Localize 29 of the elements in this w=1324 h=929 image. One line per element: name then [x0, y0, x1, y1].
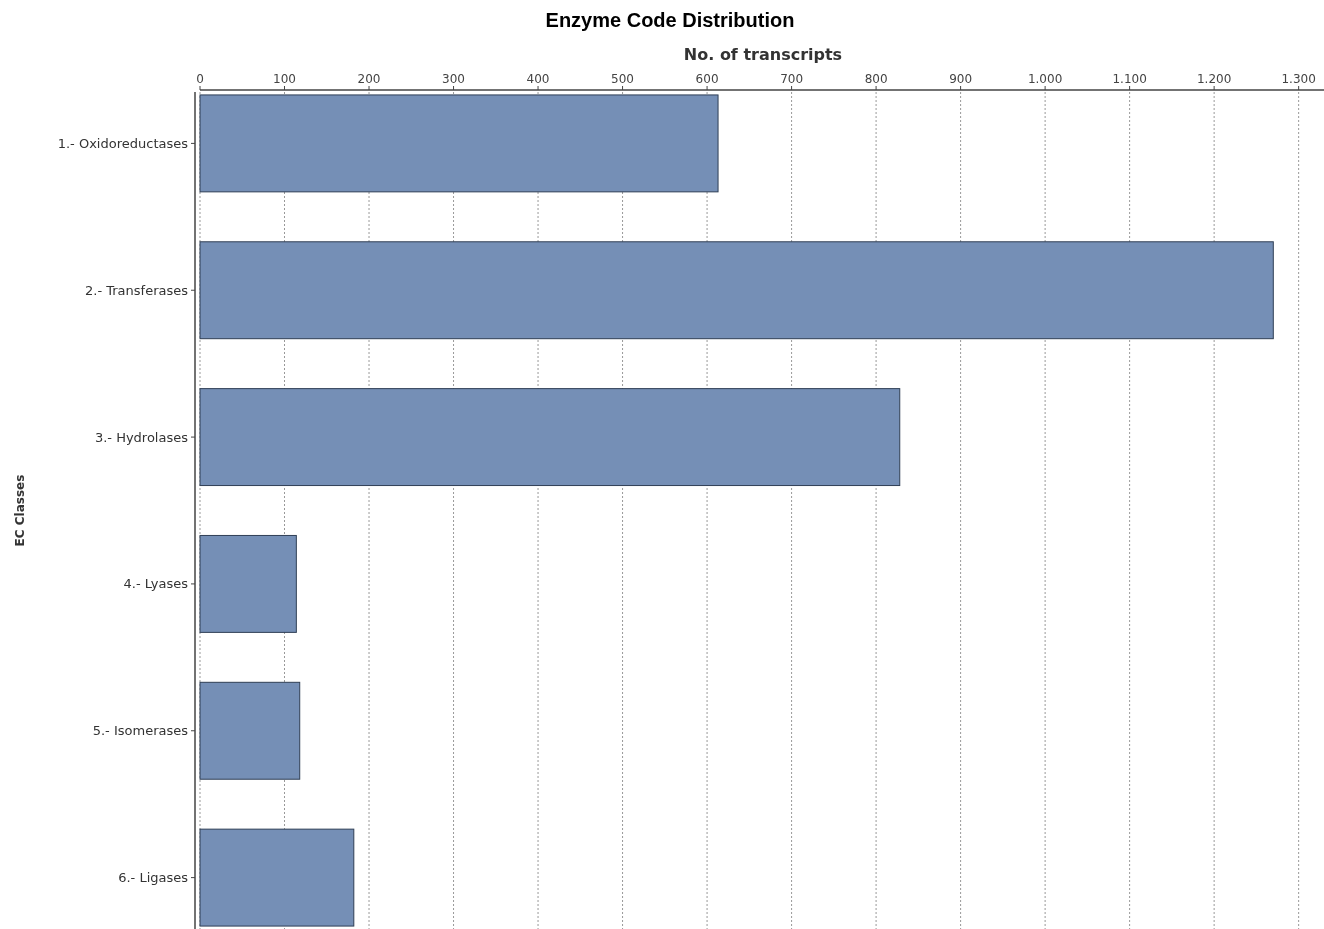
- x-tick-label: 700: [780, 72, 804, 86]
- y-tick-label: 2.- Transferases: [84, 282, 189, 298]
- chart-title: Enzyme Code Distribution: [545, 9, 795, 31]
- bar: [199, 828, 355, 927]
- bar: [199, 94, 719, 193]
- x-tick-label: 1.000: [1027, 72, 1063, 86]
- x-tick-label: 300: [442, 72, 465, 86]
- x-tick-label: 500: [611, 72, 635, 86]
- bar: [199, 388, 901, 487]
- x-tick-label: 900: [949, 72, 973, 86]
- bar: [199, 681, 301, 780]
- x-tick-label: 0: [196, 72, 204, 86]
- y-tick-label: 3.- Hydrolases: [94, 429, 189, 445]
- x-tick-label: 100: [273, 72, 296, 86]
- x-axis-title: No. of transcripts: [683, 45, 843, 64]
- x-tick-label: 1.200: [1196, 72, 1232, 86]
- y-tick-label: 6.- Ligases: [118, 870, 189, 886]
- bar: [199, 241, 1274, 340]
- y-axis-title: EC Classes: [13, 474, 27, 547]
- x-tick-label: 600: [695, 72, 719, 86]
- x-tick-label: 1.100: [1112, 72, 1147, 86]
- y-tick-label: 4.- Lyases: [123, 576, 189, 592]
- x-tick-label: 200: [357, 72, 381, 86]
- y-tick-label: 1.- Oxidoreductases: [57, 135, 189, 151]
- x-tick-label: 800: [864, 72, 888, 86]
- x-tick-label: 400: [526, 72, 550, 86]
- x-tick-label: 1.300: [1281, 72, 1316, 86]
- y-tick-label: 5.- Isomerases: [92, 723, 189, 739]
- bar: [199, 534, 297, 633]
